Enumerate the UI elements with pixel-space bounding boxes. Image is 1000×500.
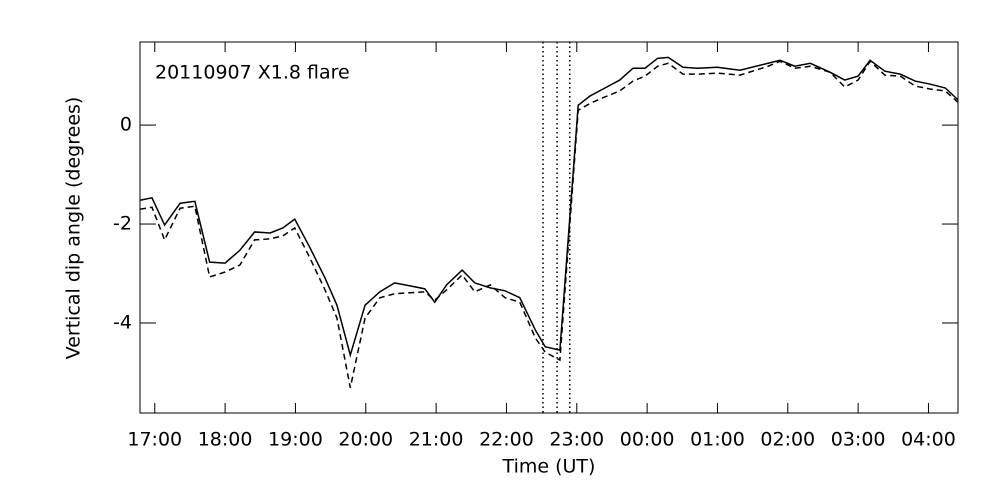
x-axis-label: Time (UT): [502, 456, 596, 478]
x-tick-label: 02:00: [760, 429, 815, 451]
data-line: [139, 56, 959, 358]
data-line: [139, 60, 959, 388]
x-tick-label: 03:00: [831, 429, 886, 451]
x-tick-label: 04:00: [901, 429, 956, 451]
plot-frame: [139, 41, 959, 414]
y-axis-label: Vertical dip angle (degrees): [63, 97, 85, 360]
y-tick-label: -2: [113, 213, 132, 235]
x-tick-label: 01:00: [690, 429, 745, 451]
x-tick-label: 00:00: [620, 429, 675, 451]
annotation: 20110907 X1.8 flare: [155, 62, 350, 84]
x-tick-label: 18:00: [198, 429, 253, 451]
x-tick-label: 17:00: [127, 429, 182, 451]
y-tick-label: -4: [113, 311, 132, 333]
x-tick-label: 20:00: [338, 429, 393, 451]
x-tick-label: 21:00: [409, 429, 464, 451]
x-tick-label: 23:00: [549, 429, 604, 451]
x-tick-label: 19:00: [268, 429, 323, 451]
y-tick-label: 0: [120, 114, 132, 136]
x-tick-label: 22:00: [479, 429, 534, 451]
